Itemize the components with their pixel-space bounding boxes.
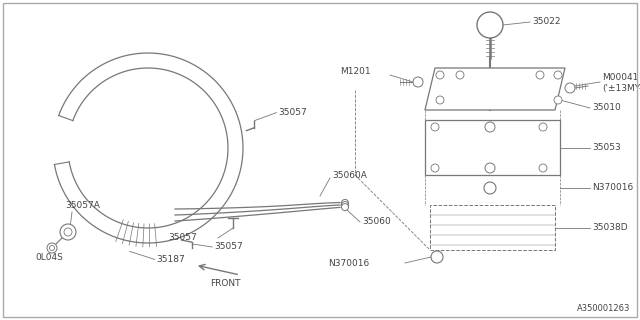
- Text: 35053: 35053: [592, 143, 621, 153]
- Text: 35060: 35060: [362, 218, 391, 227]
- Text: 35022: 35022: [532, 18, 561, 27]
- Text: ('±13MY-): ('±13MY-): [602, 84, 640, 92]
- Polygon shape: [425, 120, 560, 175]
- Text: N370016: N370016: [328, 259, 369, 268]
- Text: A350001263: A350001263: [577, 304, 630, 313]
- Text: N370016: N370016: [592, 183, 633, 193]
- Circle shape: [485, 163, 495, 173]
- Circle shape: [477, 12, 503, 38]
- Circle shape: [539, 123, 547, 131]
- Text: 35057: 35057: [214, 243, 243, 252]
- Circle shape: [64, 228, 72, 236]
- Circle shape: [49, 245, 54, 251]
- Text: 35057: 35057: [168, 234, 196, 243]
- Text: 35038D: 35038D: [592, 223, 628, 233]
- Text: 35060A: 35060A: [332, 171, 367, 180]
- Circle shape: [539, 164, 547, 172]
- Circle shape: [554, 71, 562, 79]
- Circle shape: [536, 71, 544, 79]
- Circle shape: [484, 182, 496, 194]
- Polygon shape: [425, 68, 565, 110]
- Circle shape: [436, 71, 444, 79]
- Circle shape: [436, 96, 444, 104]
- Text: 35057: 35057: [278, 108, 307, 117]
- Text: 35010: 35010: [592, 103, 621, 113]
- Text: 0L04S: 0L04S: [35, 253, 63, 262]
- Circle shape: [342, 202, 349, 209]
- Circle shape: [60, 224, 76, 240]
- Circle shape: [456, 71, 464, 79]
- Circle shape: [554, 96, 562, 104]
- Circle shape: [565, 83, 575, 93]
- Circle shape: [431, 164, 439, 172]
- Text: M1201: M1201: [340, 68, 371, 76]
- Circle shape: [485, 122, 495, 132]
- Text: 35057A: 35057A: [65, 201, 100, 210]
- Circle shape: [47, 243, 57, 253]
- Text: M00041: M00041: [602, 74, 638, 83]
- Text: FRONT: FRONT: [210, 278, 241, 287]
- Circle shape: [413, 77, 423, 87]
- Circle shape: [431, 123, 439, 131]
- Circle shape: [431, 251, 443, 263]
- Circle shape: [342, 204, 349, 211]
- Polygon shape: [430, 205, 555, 250]
- Circle shape: [342, 199, 349, 206]
- Text: 35187: 35187: [157, 255, 186, 264]
